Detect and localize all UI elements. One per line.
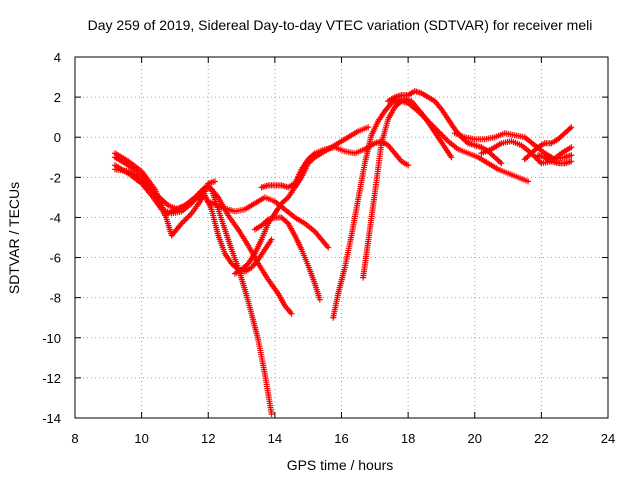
y-tick-label: -12	[42, 371, 61, 386]
plus-marker	[448, 154, 455, 161]
series-arc-11	[385, 88, 505, 167]
plus-marker	[268, 410, 275, 417]
series-arc-2	[111, 154, 275, 417]
series-arc-14	[521, 124, 575, 163]
y-tick-label: -2	[49, 170, 61, 185]
plus-marker	[443, 136, 450, 143]
plus-marker	[288, 310, 295, 317]
y-tick-labels: -14 -12 -10 -8 -6 -4 -2 0 2 4	[42, 50, 61, 426]
series-arc-8	[251, 214, 323, 303]
y-tick-label: -10	[42, 331, 61, 346]
y-tick-label: -4	[49, 210, 61, 225]
plus-marker	[497, 159, 504, 166]
plus-marker	[498, 160, 505, 167]
x-tick-label: 24	[601, 431, 615, 446]
y-tick-label: 4	[54, 50, 61, 65]
series-arc-10	[360, 98, 532, 281]
y-axis-label: SDTVAR / TECUs	[6, 182, 22, 294]
plus-marker	[567, 125, 574, 132]
y-tick-label: 0	[54, 130, 61, 145]
plus-marker	[325, 244, 332, 251]
series-arc-15	[535, 152, 575, 167]
y-tick-label: 2	[54, 90, 61, 105]
plus-marker	[568, 158, 575, 165]
y-tick-label: -14	[42, 411, 61, 426]
axis-ticks	[74, 56, 609, 419]
plus-marker	[316, 296, 323, 303]
x-tick-label: 16	[334, 431, 348, 446]
x-tick-label: 22	[534, 431, 548, 446]
plus-marker	[310, 151, 317, 158]
x-tick-label: 20	[468, 431, 482, 446]
plus-marker	[405, 162, 412, 169]
plus-marker	[185, 213, 192, 220]
y-tick-label: -6	[49, 251, 61, 266]
chart-title: Day 259 of 2019, Sidereal Day-to-day VTE…	[88, 17, 593, 33]
series-arc-7	[258, 138, 412, 191]
y-tick-label: -8	[49, 291, 61, 306]
plus-marker	[568, 152, 575, 159]
x-axis-label: GPS time / hours	[287, 457, 394, 473]
series-arc-12	[451, 130, 575, 163]
plus-marker	[211, 178, 218, 185]
data-markers	[111, 88, 575, 417]
plus-marker	[365, 124, 372, 131]
x-tick-labels: 8 10 12 14 16 18 20 22 24	[71, 431, 615, 446]
plus-marker	[184, 214, 191, 221]
grid-lines	[75, 57, 608, 418]
x-tick-label: 18	[401, 431, 415, 446]
plus-marker	[536, 158, 543, 165]
x-tick-label: 12	[201, 431, 215, 446]
x-tick-label: 14	[268, 431, 282, 446]
plus-marker	[568, 144, 575, 151]
plus-marker	[568, 124, 575, 131]
plus-marker	[181, 217, 188, 224]
x-tick-label: 10	[134, 431, 148, 446]
plus-marker	[525, 178, 532, 185]
x-tick-label: 8	[71, 431, 78, 446]
plus-marker	[268, 236, 275, 243]
